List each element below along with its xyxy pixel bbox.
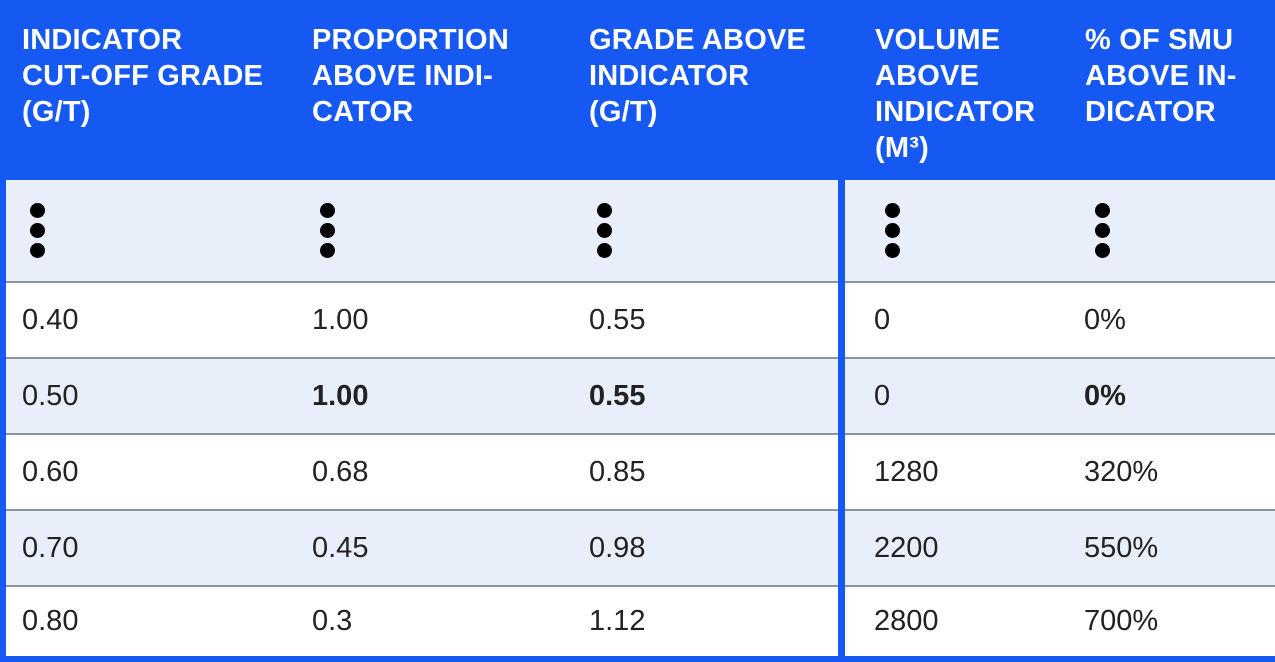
smu-percent-cell: 0%: [1084, 303, 1126, 336]
table-row: 0.50 1.00 0.55: [6, 359, 838, 435]
ellipsis-cell: [597, 180, 612, 281]
header-proportion-above-indicator: PROPORTION ABOVE INDI- CATOR: [312, 24, 509, 128]
table-row: 0 0%: [845, 359, 1275, 435]
header-volume-above-indicator: VOLUME ABOVE INDICATOR (M³): [875, 24, 1036, 164]
vertical-ellipsis-icon: [320, 203, 335, 258]
cutoff-grade-cell: 0.50: [22, 379, 79, 412]
grade-above-cell: 1.12: [589, 605, 646, 637]
ellipsis-cell: [320, 180, 335, 281]
vertical-ellipsis-icon: [885, 203, 900, 258]
smu-percent-cell: 550%: [1084, 531, 1159, 564]
grade-above-cell: 0.85: [589, 455, 646, 488]
volume-cell: 2800: [874, 605, 939, 637]
header-grade-above-indicator: GRADE ABOVE INDICATOR (G/T): [589, 24, 807, 128]
ellipsis-cell: [1095, 180, 1110, 281]
cutoff-grade-cell: 0.60: [22, 455, 79, 488]
vertical-ellipsis-icon: [597, 203, 612, 258]
table-row: 0.80 0.3 1.12: [6, 587, 838, 656]
vertical-ellipsis-icon: [1095, 203, 1110, 258]
right-table-panel: 0 0% 0 0% 1280 320% 2200 550% 2800 700%: [845, 180, 1275, 656]
ellipsis-cell: [30, 180, 45, 281]
proportion-cell: 0.3: [312, 605, 353, 637]
ellipsis-cell: [885, 180, 900, 281]
header-percent-smu-above-indicator: % OF SMU ABOVE IN- DICATOR: [1085, 24, 1237, 128]
left-table-panel: 0.40 1.00 0.55 0.50 1.00 0.55 0.60 0.68 …: [6, 180, 838, 656]
proportion-cell: 0.68: [312, 455, 369, 488]
vertical-ellipsis-icon: [30, 203, 45, 258]
smu-percent-cell: 700%: [1084, 605, 1159, 637]
header-indicator-cutoff-grade: INDICATOR CUT-OFF GRADE (G/T): [22, 24, 264, 128]
proportion-cell: 0.45: [312, 531, 369, 564]
volume-cell: 0: [874, 303, 891, 336]
cutoff-grade-cell: 0.40: [22, 303, 79, 336]
grade-above-cell: 0.55: [589, 303, 646, 336]
cutoff-grade-cell: 0.70: [22, 531, 79, 564]
table-row: 2800 700%: [845, 587, 1275, 656]
ellipsis-row: [6, 180, 838, 283]
table-row: 0.40 1.00 0.55: [6, 283, 838, 359]
volume-cell: 2200: [874, 531, 939, 564]
grade-above-cell: 0.55: [589, 379, 646, 412]
proportion-cell: 1.00: [312, 379, 369, 412]
table-row: 0 0%: [845, 283, 1275, 359]
cutoff-grade-cell: 0.80: [22, 605, 79, 637]
table-header: INDICATOR CUT-OFF GRADE (G/T) PROPORTION AB…: [0, 0, 1275, 178]
table-row: 0.60 0.68 0.85: [6, 435, 838, 511]
proportion-cell: 1.00: [312, 303, 369, 336]
table-row: 0.70 0.45 0.98: [6, 511, 838, 587]
grade-above-cell: 0.98: [589, 531, 646, 564]
smu-percent-cell: 320%: [1084, 455, 1159, 488]
ellipsis-row: [845, 180, 1275, 283]
table-row: 2200 550%: [845, 511, 1275, 587]
volume-cell: 0: [874, 379, 891, 412]
table-row: 1280 320%: [845, 435, 1275, 511]
volume-cell: 1280: [874, 455, 939, 488]
smu-percent-cell: 0%: [1084, 379, 1126, 412]
